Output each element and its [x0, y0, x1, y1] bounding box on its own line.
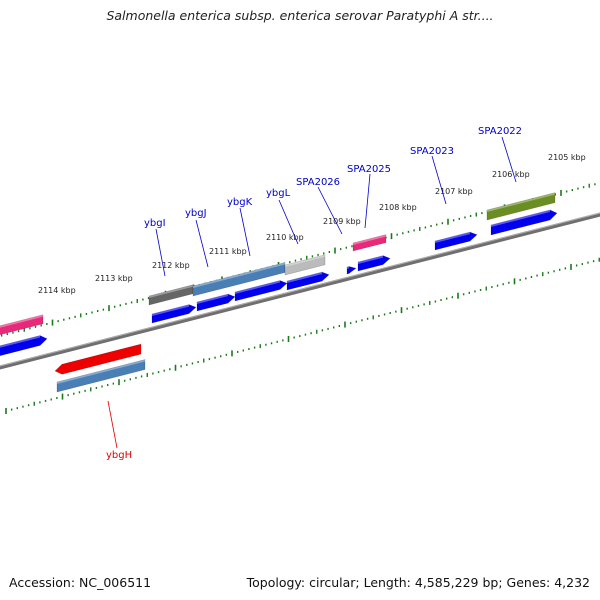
genome-backbone: [0, 212, 600, 370]
gene-bar-ybgj-ybgk-highlight: [193, 262, 285, 288]
cds-arrow-left-highlight: [0, 335, 40, 348]
lower-scale-ticks: [5, 257, 600, 414]
gene-bar-spa2025-highlight: [353, 234, 386, 245]
gene-bar-ybgi-highlight: [149, 284, 193, 298]
cds-arrow-ybgl[interactable]: [286, 271, 330, 291]
cds-arrow-spa2022-highlight: [491, 209, 550, 227]
gene-bar-ybgl-highlight: [285, 254, 325, 267]
genome-backbone-highlight: [0, 212, 600, 367]
scale-label-2105: 2105 kbp: [548, 153, 586, 162]
scale-label-2111: 2111 kbp: [209, 247, 247, 256]
gene-label-spa2025[interactable]: SPA2025: [347, 164, 391, 229]
cds-arrow-left[interactable]: [0, 335, 48, 357]
cds-arrow-ybgj-highlight: [197, 294, 228, 304]
scale-label-2106: 2106 kbp: [492, 170, 530, 179]
cds-arrow-spa2023-highlight: [435, 232, 470, 243]
scale-label-2108: 2108 kbp: [379, 203, 417, 212]
gene-bar-spa2022-highlight: [487, 192, 555, 212]
gene-label-ybgj[interactable]: ybgJ: [185, 208, 209, 268]
cds-arrow-ybgk[interactable]: [234, 280, 288, 302]
gene-bar-left-highlight: [0, 314, 43, 328]
svg-text:SPA2025: SPA2025: [347, 164, 391, 175]
scale-label-2110: 2110 kbp: [266, 233, 304, 242]
cds-arrow-spa2022[interactable]: [490, 209, 558, 236]
cds-arrow-ybgj[interactable]: [196, 293, 236, 312]
genome-stats-text: Topology: circular; Length: 4,585,229 bp…: [246, 575, 590, 590]
svg-text:ybgJ: ybgJ: [185, 208, 207, 219]
gene-label-ybgi[interactable]: ybgI: [144, 218, 166, 277]
gene-label-ybgh[interactable]: ybgH: [106, 400, 132, 461]
cds-arrow-ybgi-highlight: [152, 304, 189, 316]
cds-arrow-ybgh[interactable]: [54, 343, 142, 375]
scale-label-2107: 2107 kbp: [435, 187, 473, 196]
cds-arrow-spa2026-highlight: [347, 266, 349, 269]
gene-bar-ybgh-highlight: [57, 359, 145, 384]
gene-label-ybgl[interactable]: ybgL: [266, 188, 299, 245]
gene-bar-left[interactable]: [0, 314, 44, 336]
svg-text:ybgK: ybgK: [227, 197, 253, 208]
svg-text:ybgH: ybgH: [106, 450, 132, 461]
cds-arrow-spa2026[interactable]: [346, 266, 357, 275]
scale-label-2113: 2113 kbp: [95, 274, 133, 283]
svg-text:SPA2022: SPA2022: [478, 126, 522, 137]
scale-label-2112: 2112 kbp: [152, 261, 190, 270]
gene-label-spa2026[interactable]: SPA2026: [296, 177, 343, 235]
svg-text:SPA2023: SPA2023: [410, 146, 454, 157]
page-title: Salmonella enterica subsp. enterica sero…: [106, 8, 494, 23]
gene-label-spa2022[interactable]: SPA2022: [478, 126, 522, 183]
svg-text:ybgI: ybgI: [144, 218, 166, 229]
scale-label-2109: 2109 kbp: [323, 217, 361, 226]
cds-arrow-spa2025[interactable]: [357, 255, 391, 272]
cds-arrow-ybgl-highlight: [287, 272, 322, 283]
gene-bar-spa2025[interactable]: [352, 234, 387, 252]
cds-arrow-ybgi[interactable]: [151, 304, 197, 324]
gene-bar-spa2022[interactable]: [486, 192, 556, 221]
cds-arrow-spa2023[interactable]: [434, 231, 478, 251]
gene-bar-ybgh[interactable]: [56, 359, 146, 393]
scale-label-2114: 2114 kbp: [38, 286, 76, 295]
cds-arrow-ybgk-highlight: [235, 280, 280, 294]
gene-label-spa2023[interactable]: SPA2023: [410, 146, 454, 205]
svg-text:SPA2026: SPA2026: [296, 177, 340, 188]
accession-text: Accession: NC_006511: [9, 575, 152, 590]
cds-arrow-spa2025-highlight: [358, 255, 383, 264]
gene-label-ybgk[interactable]: ybgK: [227, 197, 253, 257]
svg-text:ybgL: ybgL: [266, 188, 291, 199]
gene-bar-ybgl[interactable]: [284, 254, 326, 276]
